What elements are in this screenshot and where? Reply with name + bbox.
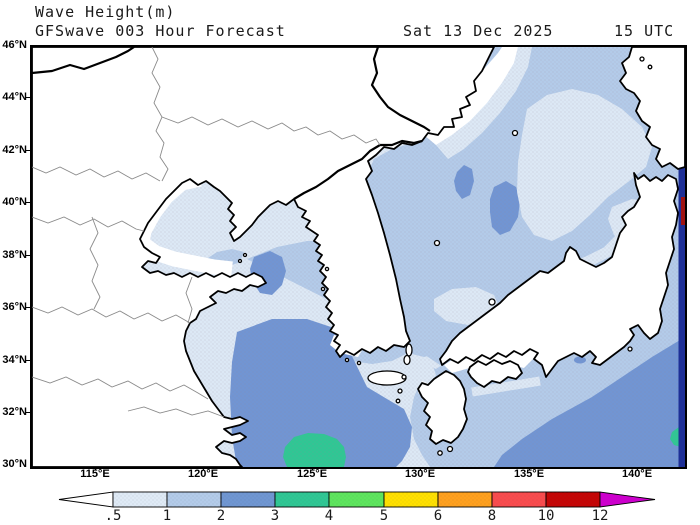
lat-tick xyxy=(25,412,30,413)
colorbar-tick: 3 xyxy=(270,508,280,524)
lon-label-140e: 140°E xyxy=(621,468,653,480)
colorbar-tick: 10 xyxy=(537,508,555,524)
forecast-time: 15 UTC xyxy=(614,22,675,40)
land-masses xyxy=(32,47,685,467)
lon-label-125e: 125°E xyxy=(296,468,328,480)
island-okushiri xyxy=(511,129,519,137)
lat-label-30n: 30°N xyxy=(2,458,27,470)
lat-tick xyxy=(25,255,30,256)
land-hokkaido xyxy=(619,47,685,170)
forecast-subtitle: GFSwave 003 Hour Forecast xyxy=(35,22,286,40)
colorbar-tick: 1 xyxy=(162,508,172,524)
lat-label-32n: 32°N xyxy=(2,406,27,418)
colorbar-arrow-below xyxy=(58,491,114,508)
border-mongolia xyxy=(32,47,135,75)
lon-label-115e: 115°E xyxy=(80,468,110,480)
island-jeju xyxy=(367,370,407,386)
lon-label-130e: 130°E xyxy=(404,468,436,480)
colorbar-tick: 5 xyxy=(379,508,389,524)
border-nk-china xyxy=(293,139,423,200)
lat-label-36n: 36°N xyxy=(2,301,27,313)
lat-label-40n: 40°N xyxy=(2,196,27,208)
lon-label-135e: 135°E xyxy=(513,468,545,480)
lat-label-38n: 38°N xyxy=(2,249,27,261)
lon-label-120e: 120°E xyxy=(187,468,219,480)
colorbar-tick: .5 xyxy=(104,508,122,524)
lat-tick xyxy=(25,202,30,203)
wave-height-colorbar xyxy=(58,491,656,508)
island-tsushima-s xyxy=(403,354,411,366)
colorbar-tick: 2 xyxy=(216,508,226,524)
colorbar-tick: 8 xyxy=(487,508,497,524)
land-shikoku xyxy=(467,359,523,388)
colorbar-tick: 12 xyxy=(591,508,609,524)
colorbar-tick: 6 xyxy=(433,508,443,524)
island-oki xyxy=(488,298,496,306)
colorbar-arrow-above xyxy=(599,491,656,508)
lat-label-42n: 42°N xyxy=(2,144,27,156)
lat-tick xyxy=(25,307,30,308)
lat-label-44n: 44°N xyxy=(2,91,27,103)
small-islands xyxy=(237,56,653,456)
forecast-date: Sat 13 Dec 2025 xyxy=(403,22,554,40)
province-borders xyxy=(32,47,381,418)
lat-tick xyxy=(25,97,30,98)
lat-label-34n: 34°N xyxy=(2,354,27,366)
land-mainland-asia xyxy=(32,47,495,467)
border-russia-china xyxy=(370,47,431,132)
lat-tick xyxy=(25,150,30,151)
lat-label-46n: 46°N xyxy=(2,39,27,51)
land-honshu xyxy=(439,172,679,378)
island-tsushima xyxy=(405,343,413,357)
island-ulleung xyxy=(433,239,441,247)
wave-height-map xyxy=(32,47,685,467)
country-borders xyxy=(32,47,431,200)
lat-tick xyxy=(25,360,30,361)
land-kyushu xyxy=(417,370,468,445)
map-canvas xyxy=(30,45,687,469)
page-title: Wave Height(m) xyxy=(35,3,176,21)
colorbar-tick: 4 xyxy=(324,508,334,524)
